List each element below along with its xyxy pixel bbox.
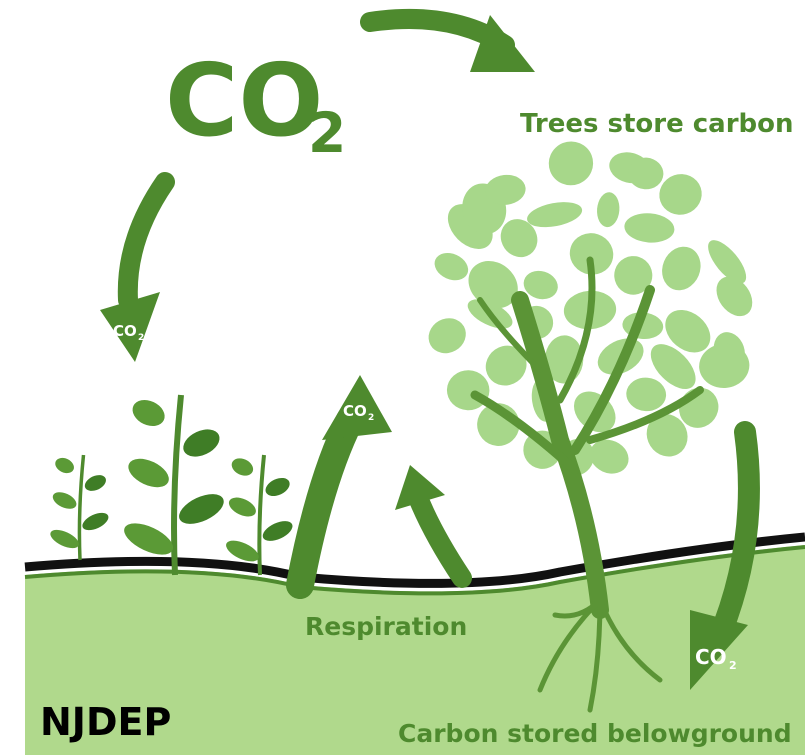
co2-title: CO [165, 42, 323, 159]
leaf [709, 270, 760, 323]
plant [48, 455, 111, 560]
co2-label: CO [343, 402, 367, 420]
leaf [596, 191, 621, 228]
co2-label-sub: 2 [729, 659, 737, 672]
leaf [656, 241, 708, 296]
leaf [623, 211, 675, 244]
arrow-left [128, 182, 165, 300]
leaf [542, 135, 599, 192]
plants [48, 395, 296, 575]
co2-label: CO [695, 645, 727, 669]
arrow-up [300, 420, 350, 585]
plant [223, 455, 295, 575]
leaf [525, 198, 584, 231]
trees-label: Trees store carbon [520, 109, 794, 139]
co2-label-sub: 2 [138, 333, 144, 343]
arrow-up-small [415, 490, 462, 578]
co2-title-sub: 2 [308, 101, 346, 165]
co2-label: CO [113, 322, 137, 340]
leaf [625, 376, 668, 413]
diagram: CO 2 CO 2 CO 2 CO 2 Trees store carbon R… [0, 0, 805, 755]
plant [120, 395, 229, 575]
source-label: NJDEP [40, 700, 171, 744]
leaf [430, 248, 472, 285]
leaf [422, 312, 472, 360]
co2-label-sub: 2 [368, 413, 374, 423]
belowground-label: Carbon stored belowground [398, 719, 792, 748]
respiration-label: Respiration [305, 612, 467, 641]
